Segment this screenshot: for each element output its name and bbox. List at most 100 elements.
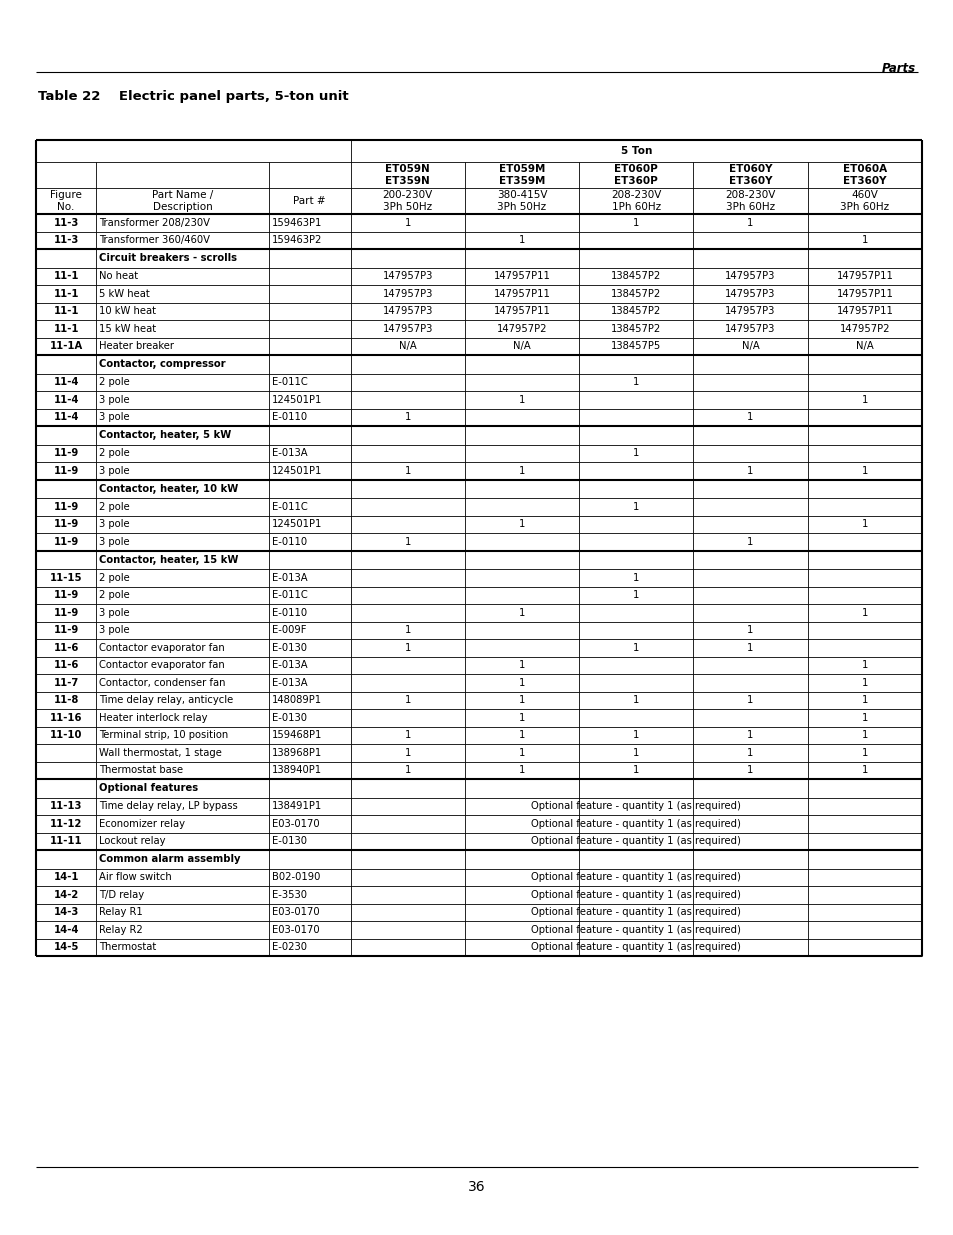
Text: Optional feature - quantity 1 (as required): Optional feature - quantity 1 (as requir… [531, 889, 740, 900]
Text: 124501P1: 124501P1 [272, 466, 322, 475]
Text: E-0230: E-0230 [272, 942, 307, 952]
Text: 1: 1 [746, 625, 753, 635]
Text: 3 pole: 3 pole [99, 625, 130, 635]
Text: 159463P2: 159463P2 [272, 235, 322, 246]
Text: 14-2: 14-2 [53, 889, 79, 900]
Text: 11-4: 11-4 [53, 395, 79, 405]
Text: 11-6: 11-6 [53, 642, 79, 653]
Text: Contactor, compressor: Contactor, compressor [99, 359, 226, 369]
Text: 11-7: 11-7 [53, 678, 79, 688]
Text: 1: 1 [861, 661, 867, 671]
Text: ET060Y
ET360Y: ET060Y ET360Y [728, 164, 772, 185]
Text: 11-10: 11-10 [50, 730, 82, 740]
Text: N/A: N/A [513, 341, 530, 351]
Text: 11-3: 11-3 [53, 217, 79, 227]
Text: 1: 1 [746, 747, 753, 758]
Text: No heat: No heat [99, 272, 138, 282]
Text: 1: 1 [746, 466, 753, 475]
Text: 1: 1 [518, 730, 524, 740]
Text: 3 pole: 3 pole [99, 412, 130, 422]
Text: 11-9: 11-9 [53, 608, 79, 618]
Text: 1: 1 [518, 678, 524, 688]
Text: ET060A
ET360Y: ET060A ET360Y [841, 164, 886, 185]
Text: Contactor, heater, 15 kW: Contactor, heater, 15 kW [99, 555, 238, 564]
Text: Relay R1: Relay R1 [99, 908, 143, 918]
Text: 3 pole: 3 pole [99, 466, 130, 475]
Text: 1: 1 [633, 448, 639, 458]
Text: 159468P1: 159468P1 [272, 730, 322, 740]
Text: 1: 1 [633, 573, 639, 583]
Text: E03-0170: E03-0170 [272, 819, 319, 829]
Text: 14-5: 14-5 [53, 942, 79, 952]
Text: Table 22    Electric panel parts, 5-ton unit: Table 22 Electric panel parts, 5-ton uni… [38, 90, 348, 103]
Text: 1: 1 [746, 412, 753, 422]
Text: 1: 1 [518, 695, 524, 705]
Text: 138968P1: 138968P1 [272, 747, 322, 758]
Text: 1: 1 [404, 412, 411, 422]
Text: Optional feature - quantity 1 (as required): Optional feature - quantity 1 (as requir… [531, 872, 740, 882]
Text: 147957P3: 147957P3 [382, 272, 433, 282]
Text: Contactor evaporator fan: Contactor evaporator fan [99, 642, 225, 653]
Text: 11-3: 11-3 [53, 235, 79, 246]
Text: 11-9: 11-9 [53, 519, 79, 530]
Text: 3 pole: 3 pole [99, 519, 130, 530]
Text: Air flow switch: Air flow switch [99, 872, 172, 882]
Text: 11-1A: 11-1A [50, 341, 83, 351]
Text: 124501P1: 124501P1 [272, 519, 322, 530]
Text: 5 kW heat: 5 kW heat [99, 289, 150, 299]
Text: 3 pole: 3 pole [99, 608, 130, 618]
Text: 147957P3: 147957P3 [382, 324, 433, 333]
Text: E-0130: E-0130 [272, 642, 307, 653]
Text: E-013A: E-013A [272, 661, 307, 671]
Text: Part Name /
Description: Part Name / Description [152, 190, 213, 211]
Text: 1: 1 [633, 590, 639, 600]
Text: 1: 1 [404, 466, 411, 475]
Text: T/D relay: T/D relay [99, 889, 144, 900]
Text: 11-11: 11-11 [50, 836, 82, 846]
Text: 1: 1 [746, 537, 753, 547]
Text: 1: 1 [633, 377, 639, 388]
Text: 11-16: 11-16 [50, 713, 82, 722]
Text: Thermostat base: Thermostat base [99, 766, 183, 776]
Text: 138940P1: 138940P1 [272, 766, 322, 776]
Text: 11-9: 11-9 [53, 590, 79, 600]
Text: 1: 1 [746, 217, 753, 227]
Text: 147957P11: 147957P11 [493, 306, 550, 316]
Text: 11-9: 11-9 [53, 625, 79, 635]
Text: 147957P3: 147957P3 [724, 324, 775, 333]
Text: 1: 1 [518, 466, 524, 475]
Text: E03-0170: E03-0170 [272, 925, 319, 935]
Text: 138457P2: 138457P2 [611, 272, 660, 282]
Text: Parts: Parts [881, 62, 915, 75]
Text: Transformer 208/230V: Transformer 208/230V [99, 217, 210, 227]
Text: 147957P3: 147957P3 [382, 306, 433, 316]
Text: 1: 1 [746, 766, 753, 776]
Text: 10 kW heat: 10 kW heat [99, 306, 156, 316]
Text: E-0130: E-0130 [272, 836, 307, 846]
Text: 1: 1 [633, 501, 639, 511]
Text: Time delay relay, anticycle: Time delay relay, anticycle [99, 695, 233, 705]
Text: Optional feature - quantity 1 (as required): Optional feature - quantity 1 (as requir… [531, 942, 740, 952]
Text: 3 pole: 3 pole [99, 395, 130, 405]
Text: 1: 1 [518, 747, 524, 758]
Text: Optional features: Optional features [99, 783, 198, 793]
Text: 147957P3: 147957P3 [382, 289, 433, 299]
Text: 1: 1 [404, 625, 411, 635]
Text: 1: 1 [404, 217, 411, 227]
Text: 1: 1 [518, 766, 524, 776]
Text: 14-4: 14-4 [53, 925, 79, 935]
Text: 200-230V
3Ph 50Hz: 200-230V 3Ph 50Hz [382, 190, 433, 211]
Text: Optional feature - quantity 1 (as required): Optional feature - quantity 1 (as requir… [531, 925, 740, 935]
Text: 147957P2: 147957P2 [839, 324, 889, 333]
Text: 2 pole: 2 pole [99, 590, 130, 600]
Text: 208-230V
3Ph 60Hz: 208-230V 3Ph 60Hz [724, 190, 775, 211]
Text: 138457P5: 138457P5 [611, 341, 660, 351]
Text: Relay R2: Relay R2 [99, 925, 143, 935]
Text: 36: 36 [468, 1179, 485, 1194]
Text: Contactor, condenser fan: Contactor, condenser fan [99, 678, 226, 688]
Text: Transformer 360/460V: Transformer 360/460V [99, 235, 210, 246]
Text: 2 pole: 2 pole [99, 501, 130, 511]
Text: 1: 1 [633, 766, 639, 776]
Text: 138457P2: 138457P2 [611, 306, 660, 316]
Text: 138491P1: 138491P1 [272, 802, 322, 811]
